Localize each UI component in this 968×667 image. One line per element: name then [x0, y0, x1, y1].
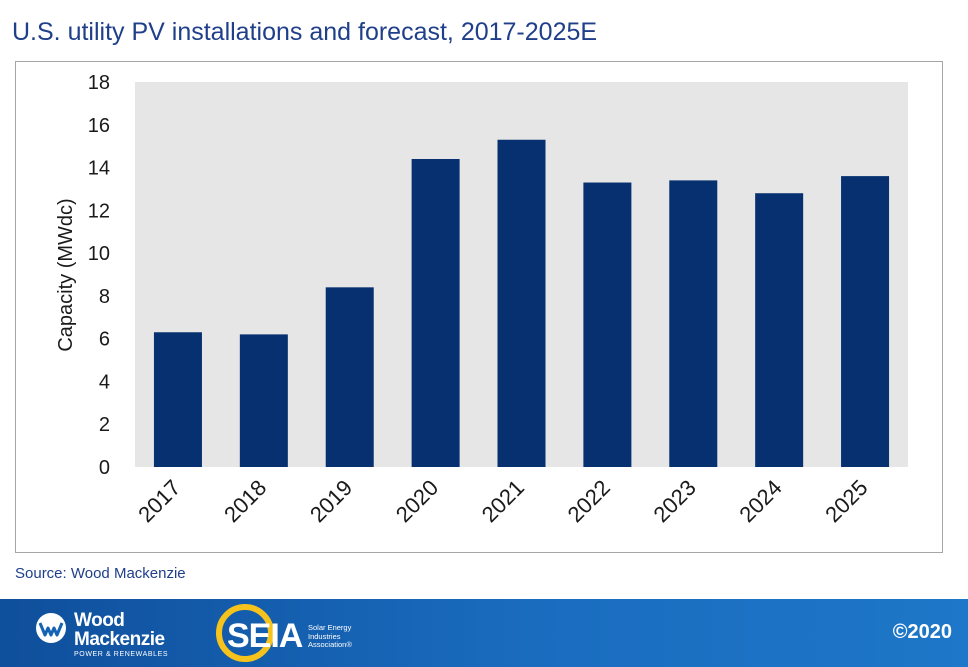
- y-tick-label: 2: [99, 414, 110, 436]
- y-tick-label: 6: [99, 329, 110, 351]
- seia-sun-icon: [216, 604, 274, 662]
- source-note: Source: Wood Mackenzie: [15, 565, 186, 582]
- bars: [153, 139, 890, 467]
- x-tick-label: 2023: [649, 475, 701, 527]
- y-tick-label: 12: [88, 200, 110, 222]
- y-axis-ticks: 0 2 4 6 8 10 12 14 16 18: [88, 72, 110, 479]
- x-tick-label: 2020: [391, 475, 443, 527]
- wood-mackenzie-tagline: POWER & RENEWABLES: [74, 651, 169, 658]
- x-tick-label: 2024: [734, 475, 786, 527]
- bar-2024: [755, 193, 804, 467]
- wood-mackenzie-name-line2: Mackenzie: [74, 629, 165, 650]
- bar-2020: [411, 159, 460, 467]
- wood-mackenzie-name-line1: Wood: [74, 610, 125, 631]
- seia-logo: SEIA Solar Energy Industries Association…: [215, 603, 385, 663]
- y-tick-label: 8: [99, 286, 110, 308]
- bar-2021: [497, 139, 546, 467]
- y-tick-label: 10: [88, 243, 110, 265]
- bar-2017: [153, 332, 202, 467]
- bar-chart: 0 2 4 6 8 10 12 14 16 18 2017 2018 2019 2020 2021 2022…: [55, 72, 908, 527]
- footer-banner: Wood Mackenzie POWER & RENEWABLES SEIA S…: [0, 599, 968, 667]
- chart-frame: 0 2 4 6 8 10 12 14 16 18 2017 2018 2019 2020 2021 2022…: [15, 61, 943, 553]
- bar-2018: [239, 334, 288, 467]
- wood-mackenzie-mark-icon: [36, 613, 66, 643]
- y-tick-label: 14: [88, 158, 110, 180]
- x-tick-label: 2018: [219, 475, 271, 527]
- bar-2023: [669, 180, 718, 467]
- y-tick-label: 18: [88, 72, 110, 94]
- chart-title: U.S. utility PV installations and foreca…: [12, 18, 598, 46]
- y-tick-label: 16: [88, 115, 110, 137]
- bar-2025: [841, 176, 890, 467]
- bar-2019: [325, 287, 374, 467]
- x-tick-label: 2019: [305, 475, 357, 527]
- seia-name: SEIA: [227, 617, 303, 655]
- y-axis-label: Capacity (MWdc): [55, 198, 77, 351]
- wood-mackenzie-name: Wood Mackenzie: [74, 611, 165, 649]
- seia-tagline: Solar Energy Industries Association®: [308, 623, 352, 649]
- bar-2022: [583, 182, 632, 467]
- x-tick-label: 2025: [820, 475, 872, 527]
- x-tick-label: 2021: [477, 475, 529, 527]
- wood-mackenzie-logo: Wood Mackenzie POWER & RENEWABLES: [34, 607, 184, 659]
- x-tick-label: 2017: [133, 475, 185, 527]
- copyright-notice: ©2020: [892, 621, 952, 643]
- y-tick-label: 0: [99, 457, 110, 479]
- x-axis-ticks: 2017 2018 2019 2020 2021 2022 2023 2024 2025: [133, 475, 872, 527]
- y-tick-label: 4: [99, 371, 110, 393]
- x-tick-label: 2022: [563, 475, 615, 527]
